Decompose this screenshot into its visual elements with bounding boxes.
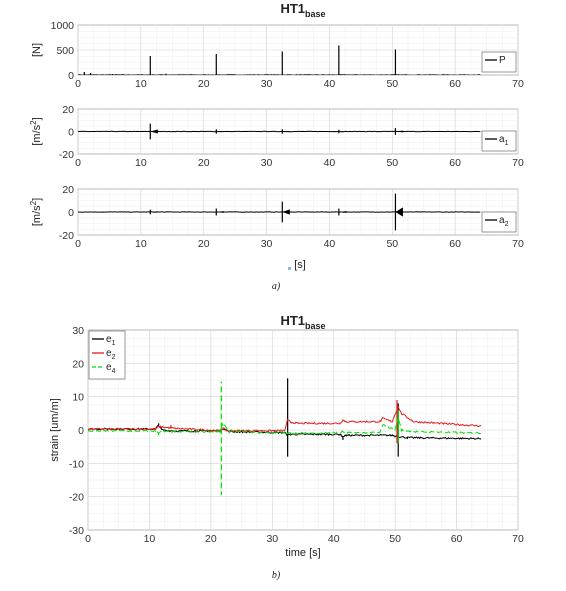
x-tick-label: 10 bbox=[135, 238, 147, 250]
x-tick-label: 10 bbox=[144, 533, 156, 545]
figure-a-xlabel: [s] bbox=[294, 259, 306, 271]
series-P bbox=[78, 45, 481, 75]
legend-box bbox=[481, 211, 517, 233]
burst-a1 bbox=[338, 131, 347, 132]
legend-label-e4: e4 bbox=[106, 362, 116, 375]
y-tick-label: 30 bbox=[72, 325, 84, 337]
legend-label-e2: e2 bbox=[106, 348, 116, 361]
burst-a1 bbox=[282, 130, 290, 133]
series-line-e4 bbox=[88, 416, 482, 435]
x-tick-label: 40 bbox=[324, 157, 336, 169]
series-line-e2 bbox=[88, 406, 482, 433]
burst-a2 bbox=[282, 209, 290, 215]
x-tick-label: 60 bbox=[451, 533, 463, 545]
burst-a2 bbox=[338, 211, 347, 213]
x-tick-label: 0 bbox=[75, 238, 81, 250]
y-tick-label: 1000 bbox=[51, 20, 75, 32]
x-tick-label: 20 bbox=[198, 157, 210, 169]
legend-label-e1: e1 bbox=[106, 334, 116, 347]
series-a2 bbox=[78, 193, 481, 231]
x-tick-label: 0 bbox=[75, 157, 81, 169]
x-tick-label: 0 bbox=[75, 78, 81, 90]
legend: a1 bbox=[481, 130, 517, 152]
x-tick-label: 40 bbox=[324, 78, 336, 90]
figure-b-title: HT1base bbox=[280, 313, 325, 331]
legend-label-a1: a1 bbox=[499, 134, 509, 147]
y-tick-label: 0 bbox=[78, 425, 84, 437]
legend: P bbox=[481, 51, 517, 73]
x-tick-label: 60 bbox=[449, 238, 461, 250]
x-axis-label: time [s] bbox=[285, 547, 320, 559]
y-axis-label: [N] bbox=[31, 43, 43, 57]
y-tick-label: 10 bbox=[72, 392, 84, 404]
burst-a2 bbox=[216, 211, 224, 213]
x-tick-label: 70 bbox=[512, 78, 524, 90]
legend-box bbox=[481, 130, 517, 152]
legend-label-a2: a2 bbox=[499, 215, 509, 228]
x-tick-label: 30 bbox=[266, 533, 278, 545]
x-tick-label: 60 bbox=[449, 157, 461, 169]
y-axis-label: strain [um/m] bbox=[49, 398, 61, 462]
burst-a1 bbox=[150, 129, 158, 134]
x-tick-label: 70 bbox=[512, 157, 524, 169]
caption-a: a) bbox=[272, 281, 281, 292]
y-tick-label: 500 bbox=[56, 45, 74, 57]
x-tick-label: 30 bbox=[261, 238, 273, 250]
x-tick-label: 20 bbox=[198, 238, 210, 250]
y-tick-label: 20 bbox=[72, 358, 84, 370]
y-axis-label: [m/s2] bbox=[29, 198, 43, 226]
burst-a1 bbox=[216, 130, 224, 133]
x-tick-label: 60 bbox=[449, 78, 461, 90]
force-panel: 0 10 20 30 40 50 60 70 0 500 1000 [N] P bbox=[31, 20, 524, 90]
x-tick-label: 50 bbox=[386, 157, 398, 169]
y-tick-label: 0 bbox=[68, 127, 74, 139]
strain-panel: 0 10 20 30 40 50 60 70 -30 -20 -10 0 10 20 30 strain [u… bbox=[49, 325, 524, 559]
y-axis-label: [m/s2] bbox=[29, 117, 43, 145]
x-tick-label: 30 bbox=[261, 157, 273, 169]
y-tick-label: 20 bbox=[62, 104, 74, 116]
y-tick-label: 0 bbox=[68, 70, 74, 82]
x-tick-label: 70 bbox=[512, 533, 524, 545]
y-tick-label: 20 bbox=[62, 184, 74, 196]
marker-dot bbox=[288, 267, 291, 270]
caption-b: b) bbox=[272, 570, 281, 581]
x-tick-label: 30 bbox=[261, 78, 273, 90]
x-tick-label: 10 bbox=[135, 78, 147, 90]
x-tick-label: 40 bbox=[328, 533, 340, 545]
legend-label-P: P bbox=[499, 55, 506, 66]
burst-a2 bbox=[150, 211, 158, 213]
x-tick-label: 50 bbox=[389, 533, 401, 545]
legend-box bbox=[481, 51, 517, 73]
y-tick-label: -20 bbox=[59, 230, 74, 242]
legend: a2 bbox=[481, 211, 517, 233]
x-tick-label: 40 bbox=[324, 238, 336, 250]
y-tick-label: -20 bbox=[69, 492, 84, 504]
x-tick-label: 20 bbox=[198, 78, 210, 90]
x-tick-label: 10 bbox=[135, 157, 147, 169]
y-tick-label: -10 bbox=[69, 458, 84, 470]
x-tick-label: 0 bbox=[85, 533, 91, 545]
x-tick-label: 70 bbox=[512, 238, 524, 250]
x-tick-label: 50 bbox=[386, 78, 398, 90]
x-tick-label: 20 bbox=[205, 533, 217, 545]
figure-a-title: HT1base bbox=[280, 1, 325, 19]
y-tick-label: -30 bbox=[69, 525, 84, 537]
series-e2 bbox=[88, 400, 482, 444]
y-tick-label: 0 bbox=[68, 207, 74, 219]
burst-a1 bbox=[395, 130, 403, 133]
y-tick-label: -20 bbox=[59, 149, 74, 161]
burst-a2 bbox=[395, 207, 403, 217]
series-a1 bbox=[78, 123, 481, 140]
series-e4 bbox=[88, 381, 482, 495]
x-tick-label: 50 bbox=[386, 238, 398, 250]
